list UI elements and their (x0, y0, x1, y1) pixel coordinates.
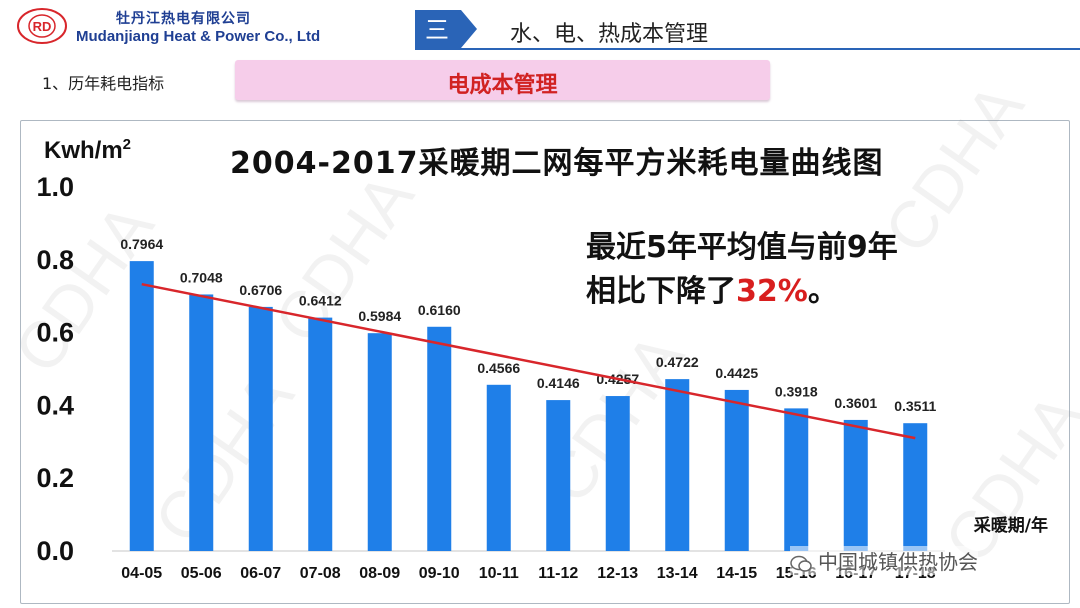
x-tick-label: 08-09 (359, 565, 400, 582)
bar (546, 400, 571, 551)
bar (189, 294, 214, 551)
x-tick-label: 13-14 (657, 565, 698, 582)
logo-text: RD (33, 19, 52, 34)
data-label: 0.7964 (120, 236, 163, 252)
topic-banner: 电成本管理 (235, 60, 770, 100)
data-label: 0.3601 (834, 395, 877, 411)
company-name-en: Mudanjiang Heat & Power Co., Ltd (76, 28, 321, 45)
annotation-box: 最近5年平均值与前9年 相比下降了32%。 (586, 226, 898, 314)
company-logo: RD (17, 8, 67, 44)
bar (427, 326, 452, 551)
x-tick-label: 14-15 (716, 565, 757, 582)
data-label: 0.3918 (775, 383, 818, 399)
data-label: 0.5984 (358, 308, 401, 324)
section-numeral: 三 (425, 16, 449, 44)
subsection-label: 1、历年耗电指标 (42, 74, 165, 93)
y-tick-label: 1.0 (36, 172, 74, 202)
data-label: 0.4146 (537, 375, 580, 391)
data-label: 0.6412 (299, 293, 342, 309)
header: RD 牡丹江热电有限公司 Mudanjiang Heat & Power Co.… (0, 0, 1080, 52)
x-tick-label: 11-12 (538, 565, 578, 582)
y-tick-label: 0.0 (36, 536, 74, 566)
x-tick-label: 12-13 (597, 565, 638, 582)
company-name-cn: 牡丹江热电有限公司 (116, 11, 251, 27)
bar (665, 379, 690, 551)
x-axis-title: 采暖期/年 (973, 515, 1048, 536)
x-tick-label: 04-05 (121, 565, 162, 582)
annotation-line2: 相比下降了32%。 (586, 274, 838, 309)
y-tick-label: 0.6 (36, 318, 74, 348)
bar (724, 389, 749, 551)
x-tick-label: 09-10 (419, 565, 460, 582)
annotation-highlight: 32% (736, 274, 808, 309)
bar (486, 384, 511, 551)
header-divider (415, 48, 1080, 50)
data-label: 0.3511 (894, 398, 936, 414)
bar (248, 306, 273, 551)
x-tick-label: 07-08 (300, 565, 341, 582)
data-label: 0.6160 (418, 302, 461, 318)
y-tick-label: 0.2 (36, 463, 74, 493)
y-axis-unit: Kwh/m2 (44, 136, 132, 164)
topic-title: 电成本管理 (447, 73, 558, 98)
x-tick-label: 05-06 (181, 565, 222, 582)
wechat-icon (790, 555, 812, 572)
y-tick-label: 0.4 (36, 390, 74, 420)
x-tick-label: 06-07 (240, 565, 281, 582)
x-tick-label: 10-11 (479, 565, 519, 582)
annotation-line1: 最近5年平均值与前9年 (586, 230, 898, 265)
data-label: 0.4425 (715, 365, 758, 381)
bar (605, 396, 630, 551)
data-label: 0.6706 (239, 282, 282, 298)
bar (784, 408, 809, 551)
section-title: 水、电、热成本管理 (510, 22, 709, 47)
wechat-label: 中国城镇供热协会 (818, 550, 978, 574)
trend-line (141, 282, 916, 440)
data-label: 0.7048 (180, 269, 223, 285)
bar (129, 261, 154, 551)
bar (843, 419, 868, 551)
y-tick-label: 0.8 (36, 245, 74, 275)
data-label: 0.4566 (477, 360, 520, 376)
bar (308, 317, 333, 551)
chart-frame (20, 120, 1070, 604)
bar (367, 333, 392, 551)
data-label: 0.4722 (656, 354, 699, 370)
chart-title: 2004-2017采暖期二网每平方米耗电量曲线图 (230, 146, 884, 181)
bar (903, 423, 928, 551)
section-badge: 三 (415, 10, 477, 48)
wechat-watermark: 中国城镇供热协会 (790, 546, 978, 575)
